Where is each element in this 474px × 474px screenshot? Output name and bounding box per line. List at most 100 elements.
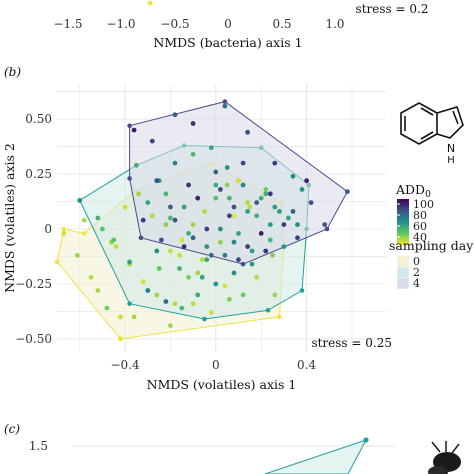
sampling-day-key-swatch — [396, 266, 410, 279]
data-point-day-4 — [204, 226, 210, 232]
data-point-day-0 — [247, 204, 253, 210]
panel-a-x-tick: 1.0 — [325, 17, 344, 31]
data-point-day-0 — [227, 296, 232, 302]
data-point-day-2 — [290, 173, 296, 179]
data-point-day-0 — [270, 252, 275, 258]
hull-vertex — [127, 301, 132, 306]
panel-a-x-tick: −0.5 — [160, 17, 189, 31]
data-point-day-0 — [75, 252, 80, 258]
hull-vertex — [54, 259, 60, 265]
data-point-day-2 — [111, 237, 117, 243]
data-point-day-2 — [258, 195, 264, 201]
sampling-day-keys: 024 — [396, 255, 420, 290]
x-tick-label: 0.4 — [297, 358, 316, 372]
hull-vertex — [127, 123, 132, 129]
data-point-day-4 — [254, 200, 260, 206]
panel-b-stress: stress = 0.25 — [311, 336, 392, 350]
data-point-day-2 — [199, 274, 205, 280]
hull-vertex — [61, 226, 67, 232]
data-point-day-4 — [186, 182, 192, 188]
data-point-day-2 — [272, 204, 278, 210]
sampling-day-key-label: 2 — [413, 266, 420, 279]
data-point-day-4 — [304, 178, 309, 184]
data-point-day-4 — [240, 160, 246, 166]
data-point-day-0 — [272, 292, 278, 298]
data-point-day-2 — [168, 215, 173, 221]
data-point-day-4 — [168, 204, 173, 210]
y-tick-label: −0.50 — [15, 332, 52, 346]
data-point-day-2 — [163, 191, 169, 197]
data-point-day-0 — [154, 292, 160, 298]
y-tick-label: 0.50 — [25, 112, 52, 126]
data-point-day-4 — [290, 209, 296, 214]
hull-vertex — [265, 307, 271, 313]
data-point-day-2 — [204, 257, 210, 263]
data-point-day-0 — [140, 279, 146, 285]
data-point-day-0 — [156, 266, 162, 271]
data-point-day-0 — [95, 288, 101, 293]
data-point-day-2 — [134, 162, 139, 168]
data-point-day-2 — [277, 209, 282, 214]
data-point-day-4 — [172, 217, 178, 223]
hull-vertex — [277, 314, 282, 320]
data-point-day-4 — [236, 257, 241, 263]
data-point-day-2 — [179, 305, 185, 311]
add-legend-title: ADD0 — [395, 182, 431, 200]
data-point-day-0 — [190, 222, 196, 228]
data-point-day-2 — [231, 270, 237, 276]
add-legend-tick: 100 — [413, 198, 434, 211]
data-point-day-4 — [213, 169, 219, 175]
data-point-day-0 — [245, 200, 251, 206]
nh-label: N — [447, 142, 455, 155]
data-point-day-2 — [267, 222, 273, 228]
hull-vertex — [222, 99, 228, 104]
panel-c: (c) 1.5 — [4, 422, 461, 474]
data-point-day-0 — [254, 274, 260, 280]
data-point-day-0 — [240, 292, 246, 298]
data-point-day-4 — [263, 248, 269, 254]
data-point-day-2 — [231, 239, 237, 245]
data-point-day-0 — [136, 191, 142, 197]
data-point-day-2 — [186, 231, 192, 236]
data-point-day-0 — [179, 237, 185, 243]
data-point-day-0 — [224, 182, 230, 188]
data-point-day-2 — [154, 248, 160, 254]
y-tick-label: −0.25 — [15, 277, 52, 291]
data-point-day-0 — [149, 213, 155, 219]
sampling-day-key-swatch — [396, 255, 410, 268]
data-point-day-4 — [172, 112, 178, 118]
data-point-day-2 — [249, 261, 255, 267]
data-point-day-2 — [208, 145, 214, 151]
data-point-day-4 — [281, 222, 287, 228]
data-point-day-4 — [154, 178, 160, 184]
data-point-day-0 — [202, 209, 207, 214]
data-point-day-2 — [127, 259, 132, 265]
data-point-day-2 — [145, 200, 151, 206]
data-point-day-4 — [245, 129, 251, 135]
hull-vertex — [324, 226, 330, 232]
data-point-day-4 — [218, 187, 223, 192]
data-point-day-0 — [231, 213, 237, 219]
data-point-day-2 — [195, 292, 201, 298]
data-point-day-0 — [61, 231, 67, 236]
data-point-day-2 — [181, 204, 187, 210]
data-point-day-0 — [100, 226, 105, 232]
panel-a-x-ticks: −1.5 −1.0 −0.5 0 0.5 1.0 — [53, 17, 344, 31]
panel-c-hull — [264, 439, 368, 474]
data-point-day-4 — [295, 235, 300, 241]
data-point-day-2 — [95, 215, 101, 221]
x-axis-label: NMDS (volatiles) axis 1 — [147, 377, 297, 392]
data-point-day-2 — [295, 222, 300, 228]
data-point-day-4 — [322, 222, 328, 228]
data-point-day-2 — [286, 215, 291, 221]
data-point-day-2 — [177, 266, 182, 271]
panel-c-letter: (c) — [4, 422, 20, 436]
data-point-day-0 — [236, 178, 241, 184]
hull-vertex — [202, 316, 207, 322]
data-point-day-2 — [240, 182, 246, 188]
data-point-day-2 — [245, 209, 251, 214]
add-legend-tick: 60 — [413, 220, 427, 233]
data-point-day-2 — [190, 151, 196, 157]
data-point-day-0 — [186, 274, 192, 280]
data-point-day-0 — [118, 314, 123, 320]
